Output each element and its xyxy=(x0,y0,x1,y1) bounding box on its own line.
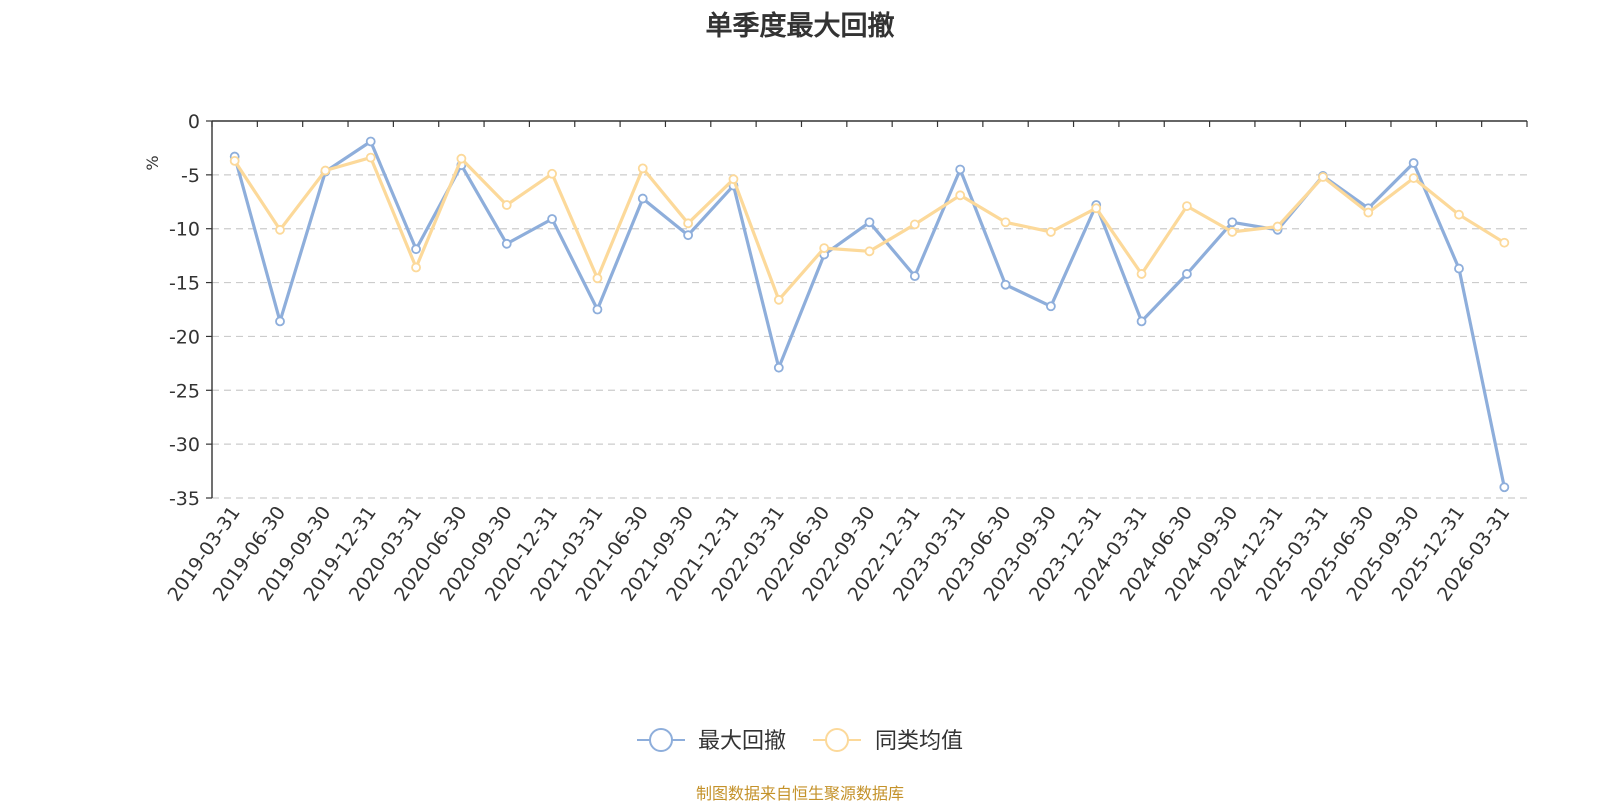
data-point xyxy=(1182,201,1192,211)
data-point xyxy=(365,152,376,163)
legend-label: 最大回撤 xyxy=(698,729,786,754)
data-point xyxy=(411,262,421,273)
data-point xyxy=(637,163,648,174)
legend-label: 同类均值 xyxy=(875,729,963,754)
data-point xyxy=(1091,203,1102,214)
data-point xyxy=(773,362,784,373)
y-tick-label: -10 xyxy=(169,219,200,241)
data-point xyxy=(864,246,875,257)
data-point xyxy=(275,224,285,235)
data-point xyxy=(819,243,830,254)
legend-item-1[interactable]: 最大回撤 xyxy=(637,728,786,754)
y-tick-label: -15 xyxy=(169,273,200,295)
data-point xyxy=(592,304,603,315)
data-point xyxy=(955,190,966,201)
data-point xyxy=(1045,227,1056,237)
data-point xyxy=(1045,301,1056,312)
series-2 xyxy=(229,152,1510,305)
data-point xyxy=(1000,217,1011,228)
legend[interactable]: 最大回撤 同类均值 xyxy=(637,728,963,754)
data-point xyxy=(501,238,512,249)
y-tick-label: -25 xyxy=(169,380,200,402)
data-point xyxy=(955,164,966,175)
data-point xyxy=(547,168,557,179)
data-point xyxy=(365,136,376,147)
chart-title: 单季度最大回撤 xyxy=(705,11,895,42)
data-point xyxy=(411,244,421,255)
data-point xyxy=(1000,279,1011,290)
legend-marker xyxy=(649,728,673,752)
data-point xyxy=(456,153,467,164)
y-tick-label: -5 xyxy=(181,165,200,187)
series-line xyxy=(233,139,1506,489)
data-point xyxy=(501,200,512,210)
data-point xyxy=(1136,316,1147,327)
data-point xyxy=(1499,482,1510,493)
data-point xyxy=(909,271,920,282)
data-point xyxy=(728,174,739,185)
data-point xyxy=(1272,221,1283,232)
y-axis-unit-label: % xyxy=(143,155,162,170)
data-point xyxy=(229,155,240,166)
data-point xyxy=(592,273,603,284)
data-point xyxy=(1182,269,1192,279)
series-line xyxy=(233,156,1506,302)
legend-item-2[interactable]: 同类均值 xyxy=(813,728,963,754)
data-point xyxy=(1499,237,1510,248)
data-point xyxy=(864,217,875,228)
data-point xyxy=(547,214,557,224)
data-point xyxy=(1454,263,1464,274)
data-point xyxy=(1408,173,1419,183)
data-point xyxy=(1136,269,1147,279)
data-point xyxy=(320,165,331,176)
data-point xyxy=(773,294,784,305)
data-point xyxy=(1454,209,1464,220)
y-tick-label: -20 xyxy=(169,326,200,348)
y-tick-label: -35 xyxy=(169,488,200,510)
data-point xyxy=(909,219,920,230)
data-point xyxy=(1408,158,1419,168)
data-point xyxy=(1227,217,1238,228)
y-tick-label: -30 xyxy=(169,434,200,456)
data-point xyxy=(275,316,285,327)
legend-marker xyxy=(825,728,849,752)
y-tick-label: 0 xyxy=(188,111,200,133)
series-1 xyxy=(229,136,1510,493)
data-point xyxy=(637,193,648,204)
data-point xyxy=(1227,227,1238,237)
data-point xyxy=(683,230,694,241)
data-source-footer: 制图数据来自恒生聚源数据库 xyxy=(695,784,904,803)
series-lines xyxy=(229,136,1510,493)
data-point xyxy=(1363,207,1374,218)
data-point xyxy=(683,218,694,229)
axes: 0-5-10-15-20-25-30-352019-03-312019-06-3… xyxy=(163,111,1528,605)
data-point xyxy=(1318,172,1328,182)
